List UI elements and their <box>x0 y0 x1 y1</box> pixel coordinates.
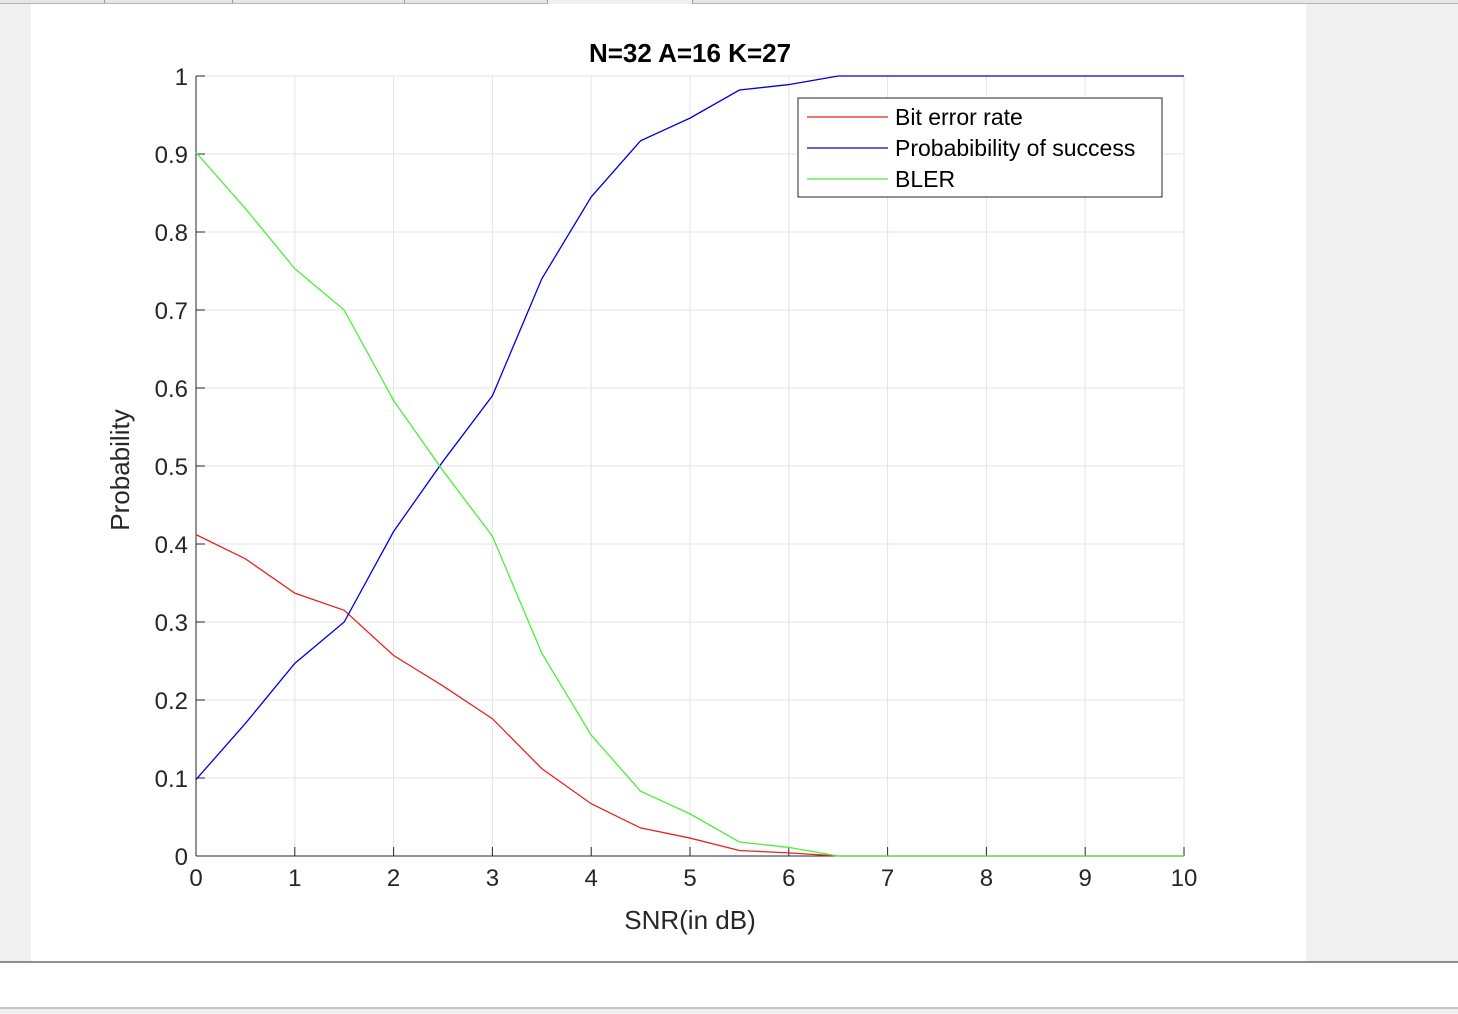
bottom-divider <box>0 961 1458 963</box>
x-tick-label: 6 <box>782 865 795 892</box>
x-axis-label: SNR(in dB) <box>624 905 755 935</box>
grid <box>195 75 1185 857</box>
y-tick-label: 0.9 <box>155 142 188 169</box>
y-tick-label: 0.2 <box>155 688 188 715</box>
tab-divider <box>104 0 105 3</box>
y-tick-label: 0.6 <box>155 376 188 403</box>
series-lines <box>195 75 1184 857</box>
x-tick-label: 3 <box>486 865 499 892</box>
tab-divider <box>404 0 405 3</box>
x-tick-label: 10 <box>1171 865 1198 892</box>
y-axis-label: Probability <box>105 409 135 530</box>
line-chart: 0 1 2 3 4 5 6 7 8 9 10 0 0.1 0.2 0.3 0.4 0.5 0.6 0.7 0.8 0.9… <box>105 38 1198 935</box>
y-tick-label: 0.7 <box>155 298 188 325</box>
y-tick-label: 0.3 <box>155 610 188 637</box>
bottom-border <box>0 1007 1458 1009</box>
figure-panel: 0 1 2 3 4 5 6 7 8 9 10 0 0.1 0.2 0.3 0.4 0.5 0.6 0.7 0.8 0.9… <box>31 4 1306 961</box>
tab-divider <box>232 0 233 3</box>
tick-labels: 0 1 2 3 4 5 6 7 8 9 10 0 0.1 0.2 0.3 0.4 0.5 0.6 0.7 0.8 0.9… <box>155 64 1198 892</box>
x-tick-label: 1 <box>288 865 301 892</box>
y-tick-label: 1 <box>175 64 188 91</box>
y-tick-label: 0.1 <box>155 766 188 793</box>
tab-strip-right <box>692 0 1458 4</box>
y-tick-label: 0 <box>175 844 188 871</box>
x-tick-label: 0 <box>189 865 202 892</box>
series-line-3 <box>195 152 1184 857</box>
x-tick-label: 4 <box>585 865 598 892</box>
y-tick-label: 0.4 <box>155 532 188 559</box>
top-tab-strip <box>0 0 1458 4</box>
series-line-2 <box>195 75 1184 780</box>
legend-label: Bit error rate <box>895 104 1023 130</box>
y-tick-label: 0.8 <box>155 220 188 247</box>
command-area[interactable] <box>0 963 1458 1007</box>
legend[interactable]: Bit error rate Probabibility of success BL… <box>797 97 1163 198</box>
chart-title: N=32 A=16 K=27 <box>589 38 791 68</box>
x-tick-label: 8 <box>980 865 993 892</box>
x-tick-label: 7 <box>881 865 894 892</box>
y-tick-label: 0.5 <box>155 454 188 481</box>
legend-label: Probabibility of success <box>895 135 1135 161</box>
x-tick-label: 5 <box>683 865 696 892</box>
tab-divider <box>547 0 548 3</box>
tab-strip-left <box>0 0 548 4</box>
legend-label: BLER <box>895 166 955 192</box>
x-tick-label: 9 <box>1079 865 1092 892</box>
x-tick-label: 2 <box>387 865 400 892</box>
